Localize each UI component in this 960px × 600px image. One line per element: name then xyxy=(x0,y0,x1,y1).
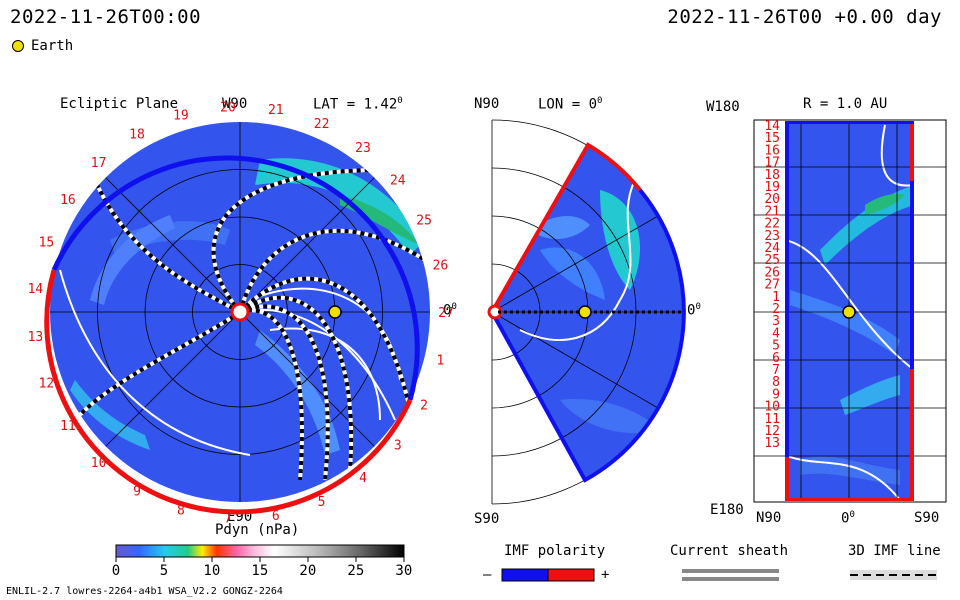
datetime-left: 2022-11-26T00:00 xyxy=(10,6,202,28)
imf-minus-label: – xyxy=(483,567,492,583)
synoptic-x-left: N90 xyxy=(756,510,782,526)
synoptic-carrington-label: 17 xyxy=(764,156,780,171)
synoptic-top-left: W180 xyxy=(706,99,740,115)
synoptic-carrington-label: 19 xyxy=(764,180,780,195)
synoptic-carrington-label: 5 xyxy=(772,339,780,354)
synoptic-carrington-label: 24 xyxy=(764,241,780,256)
synoptic-title: R = 1.0 AU xyxy=(803,96,888,112)
datetime-right: 2022-11-26T00 +0.00 day xyxy=(667,6,942,28)
ecliptic-plane xyxy=(44,122,430,515)
synoptic-carrington-label: 10 xyxy=(764,400,780,415)
ecliptic-carrington-label: 7 xyxy=(224,512,232,527)
ecliptic-carrington-label: 9 xyxy=(133,484,141,499)
earth-marker-ecliptic xyxy=(328,305,342,319)
ecliptic-carrington-label: 25 xyxy=(416,214,432,229)
imf-positive-swatch xyxy=(547,568,595,582)
synoptic-carrington-label: 25 xyxy=(764,253,780,268)
imf-polarity-title: IMF polarity xyxy=(504,543,606,559)
colorbar-title: Pdyn (nPa) xyxy=(215,522,300,538)
current-sheath-swatch xyxy=(682,569,779,573)
synoptic-carrington-label: 23 xyxy=(764,229,780,244)
ecliptic-carrington-label: 14 xyxy=(28,282,44,297)
imf-plus-label: + xyxy=(601,567,610,583)
earth-legend-marker xyxy=(12,40,24,52)
imf-negative-swatch xyxy=(501,568,549,582)
synoptic-carrington-label: 18 xyxy=(764,168,780,183)
synoptic-carrington-label: 4 xyxy=(772,326,780,341)
ecliptic-carrington-label: 5 xyxy=(318,495,326,510)
synoptic-carrington-label: 21 xyxy=(764,204,780,219)
synoptic-carrington-label: 6 xyxy=(772,351,780,366)
ecliptic-carrington-label: 20 xyxy=(220,100,236,115)
colorbar-tick-label: 25 xyxy=(347,563,365,579)
ecliptic-carrington-label: 11 xyxy=(60,419,76,434)
ecliptic-carrington-label: 21 xyxy=(268,103,284,118)
ecliptic-carrington-label: 22 xyxy=(314,117,330,132)
ecliptic-carrington-label: 27 xyxy=(438,306,454,321)
ecliptic-carrington-label: 12 xyxy=(39,377,55,392)
meridional-right-label: 00 xyxy=(687,302,701,319)
ecliptic-carrington-label: 1 xyxy=(436,354,444,369)
synoptic-carrington-label: 2 xyxy=(772,302,780,317)
colorbar-tick-label: 0 xyxy=(111,563,121,579)
ecliptic-carrington-label: 26 xyxy=(433,259,449,274)
colorbar-tick-label: 30 xyxy=(395,563,413,579)
meridional-bottom-label: S90 xyxy=(474,511,500,527)
ecliptic-title: Ecliptic Plane xyxy=(60,96,179,112)
synoptic-carrington-label: 9 xyxy=(772,387,780,402)
ecliptic-carrington-label: 24 xyxy=(390,174,406,189)
ecliptic-carrington-label: 4 xyxy=(359,471,367,486)
synoptic-carrington-label: 13 xyxy=(764,436,780,451)
synoptic-carrington-label: 8 xyxy=(772,375,780,390)
imf-line-title: 3D IMF line xyxy=(848,543,941,559)
ecliptic-carrington-label: 10 xyxy=(91,456,107,471)
synoptic-carrington-label: 15 xyxy=(764,131,780,146)
ecliptic-carrington-label: 13 xyxy=(28,330,44,345)
meridional-plane xyxy=(487,119,686,505)
earth-marker-synoptic xyxy=(842,305,856,319)
colorbar-tick-label: 15 xyxy=(251,563,269,579)
synoptic-carrington-labels: 1415161718192021222324252627123456789101… xyxy=(764,119,780,451)
colorbar-tick-label: 20 xyxy=(299,563,317,579)
synoptic-x-right: S90 xyxy=(914,510,940,526)
synoptic-map xyxy=(753,119,947,503)
ecliptic-lat-label: LAT = 1.420 xyxy=(313,96,403,113)
current-sheath-title: Current sheath xyxy=(670,543,789,559)
ecliptic-carrington-label: 18 xyxy=(129,128,145,143)
synoptic-carrington-label: 1 xyxy=(772,290,780,305)
synoptic-carrington-label: 26 xyxy=(764,265,780,280)
ecliptic-carrington-label: 19 xyxy=(173,109,189,124)
colorbar xyxy=(115,544,405,558)
synoptic-x-mid: 00 xyxy=(841,510,855,527)
ecliptic-top-label: W90 xyxy=(222,96,248,112)
ecliptic-right-label: 00 xyxy=(443,302,457,319)
synoptic-carrington-label: 3 xyxy=(772,314,780,329)
ecliptic-carrington-label: 3 xyxy=(394,438,402,453)
ecliptic-carrington-label: 6 xyxy=(272,509,280,524)
meridional-top-label: N90 xyxy=(474,96,500,112)
ecliptic-carrington-label: 15 xyxy=(39,236,55,251)
footer-model-info: ENLIL-2.7 lowres-2264-a4b1 WSA_V2.2 GONG… xyxy=(6,586,283,597)
synoptic-carrington-label: 16 xyxy=(764,143,780,158)
ecliptic-carrington-label: 23 xyxy=(355,141,371,156)
ecliptic-carrington-label: 8 xyxy=(177,503,185,518)
ecliptic-carrington-label: 2 xyxy=(420,399,428,414)
ecliptic-carrington-label: 16 xyxy=(60,193,76,208)
earth-marker-meridional xyxy=(578,305,592,319)
synoptic-carrington-label: 7 xyxy=(772,363,780,378)
colorbar-tick-label: 5 xyxy=(159,563,169,579)
colorbar-tick-label: 10 xyxy=(203,563,221,579)
synoptic-carrington-label: 12 xyxy=(764,424,780,439)
ecliptic-carrington-label: 17 xyxy=(91,156,107,171)
earth-legend-label: Earth xyxy=(31,38,74,54)
synoptic-bottom-left: E180 xyxy=(710,502,744,518)
synoptic-carrington-label: 20 xyxy=(764,192,780,207)
synoptic-carrington-label: 27 xyxy=(764,278,780,293)
synoptic-carrington-label: 11 xyxy=(764,412,780,427)
meridional-lon-label: LON = 00 xyxy=(538,96,603,113)
synoptic-carrington-label: 22 xyxy=(764,217,780,232)
synoptic-carrington-label: 14 xyxy=(764,119,780,134)
